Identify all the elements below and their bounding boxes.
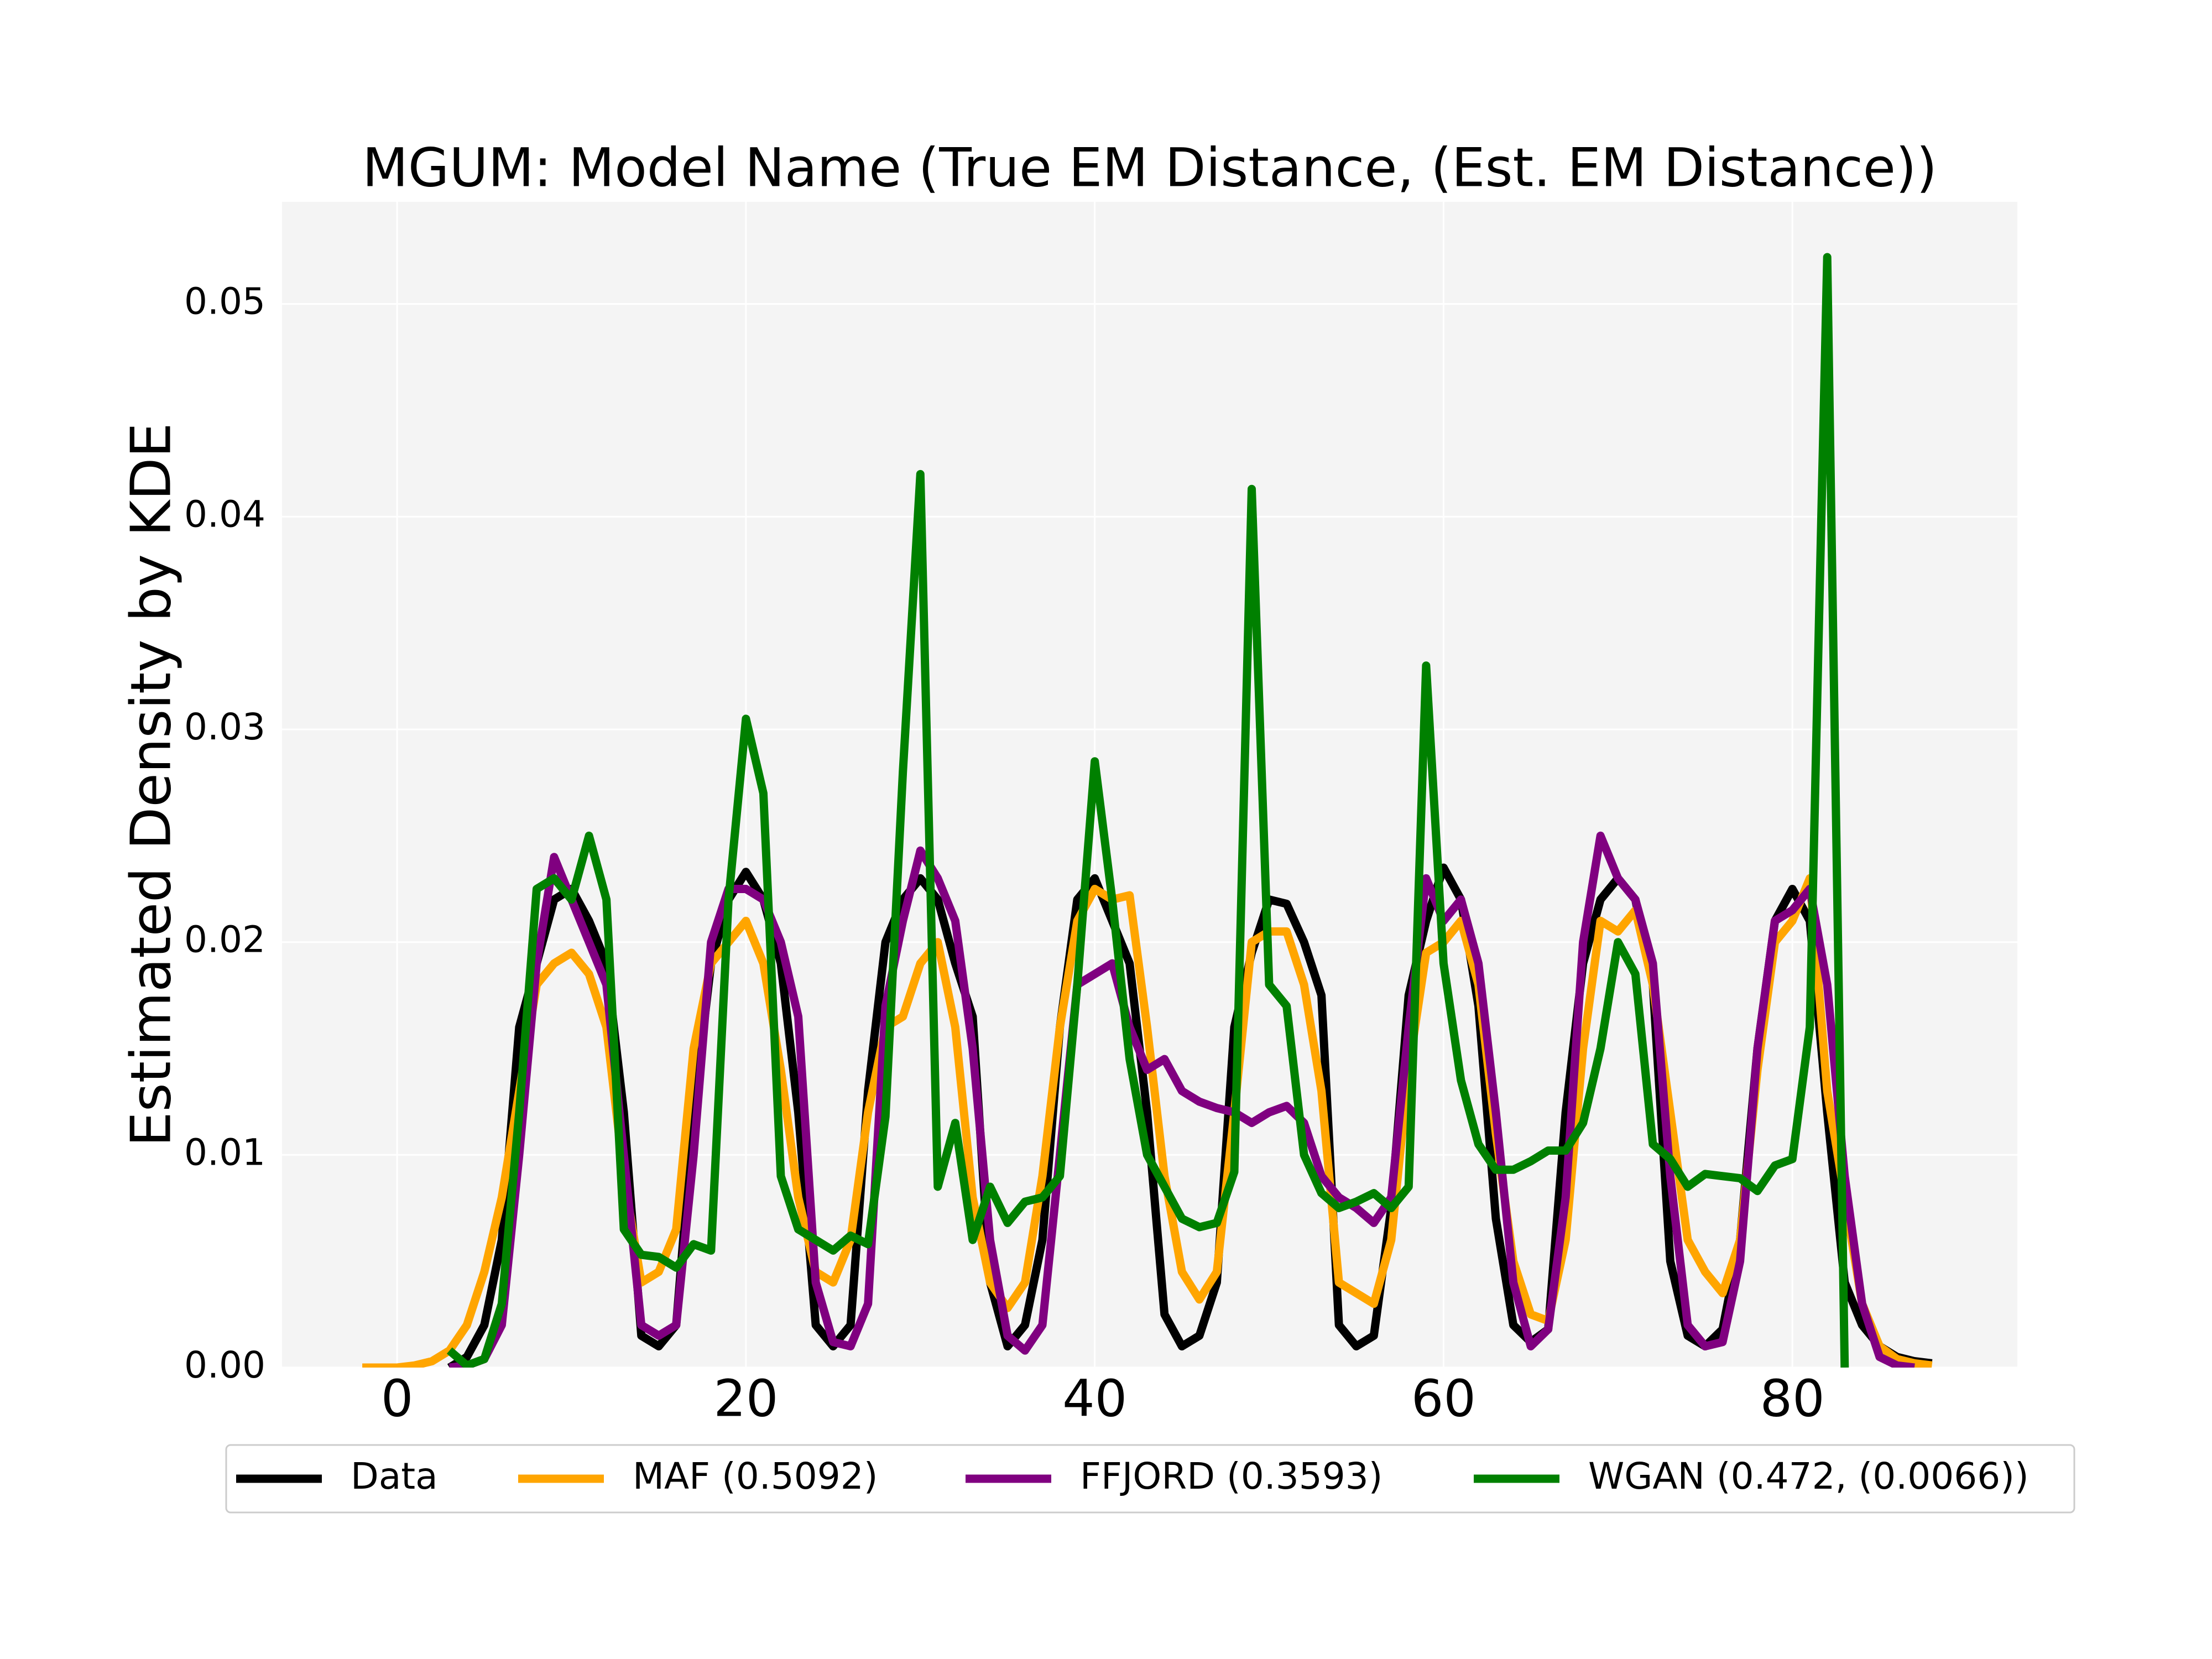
chart-title: MGUM: Model Name (True EM Distance, (Est… bbox=[362, 137, 1937, 199]
legend-label: WGAN (0.472, (0.0066)) bbox=[1588, 1455, 2029, 1498]
y-tick-label: 0.05 bbox=[184, 280, 265, 323]
y-tick-label: 0.04 bbox=[184, 493, 265, 535]
legend-label: FFJORD (0.3593) bbox=[1080, 1455, 1383, 1498]
series-line bbox=[448, 831, 1915, 1368]
y-axis-label: Estimated Density by KDE bbox=[118, 422, 183, 1146]
y-tick-label: 0.03 bbox=[184, 706, 265, 748]
x-tick-label: 20 bbox=[713, 1369, 778, 1428]
y-tick-label: 0.01 bbox=[184, 1131, 265, 1173]
y-tick-label: 0.00 bbox=[184, 1344, 265, 1386]
x-tick-label: 60 bbox=[1411, 1369, 1476, 1428]
legend-label: Data bbox=[351, 1455, 438, 1498]
lines bbox=[362, 253, 1933, 1368]
series-line bbox=[446, 253, 1849, 1368]
legend-label: MAF (0.5092) bbox=[633, 1455, 878, 1498]
legend-box bbox=[225, 1444, 2075, 1514]
x-tick-label: 40 bbox=[1062, 1369, 1127, 1428]
x-tick-label: 0 bbox=[381, 1369, 414, 1428]
legend: Data MAF (0.5092) FFJORD (0.3593) WGAN (0.4… bbox=[225, 1444, 2075, 1514]
x-tick-label: 80 bbox=[1760, 1369, 1825, 1428]
y-tick-label: 0.02 bbox=[184, 919, 265, 961]
